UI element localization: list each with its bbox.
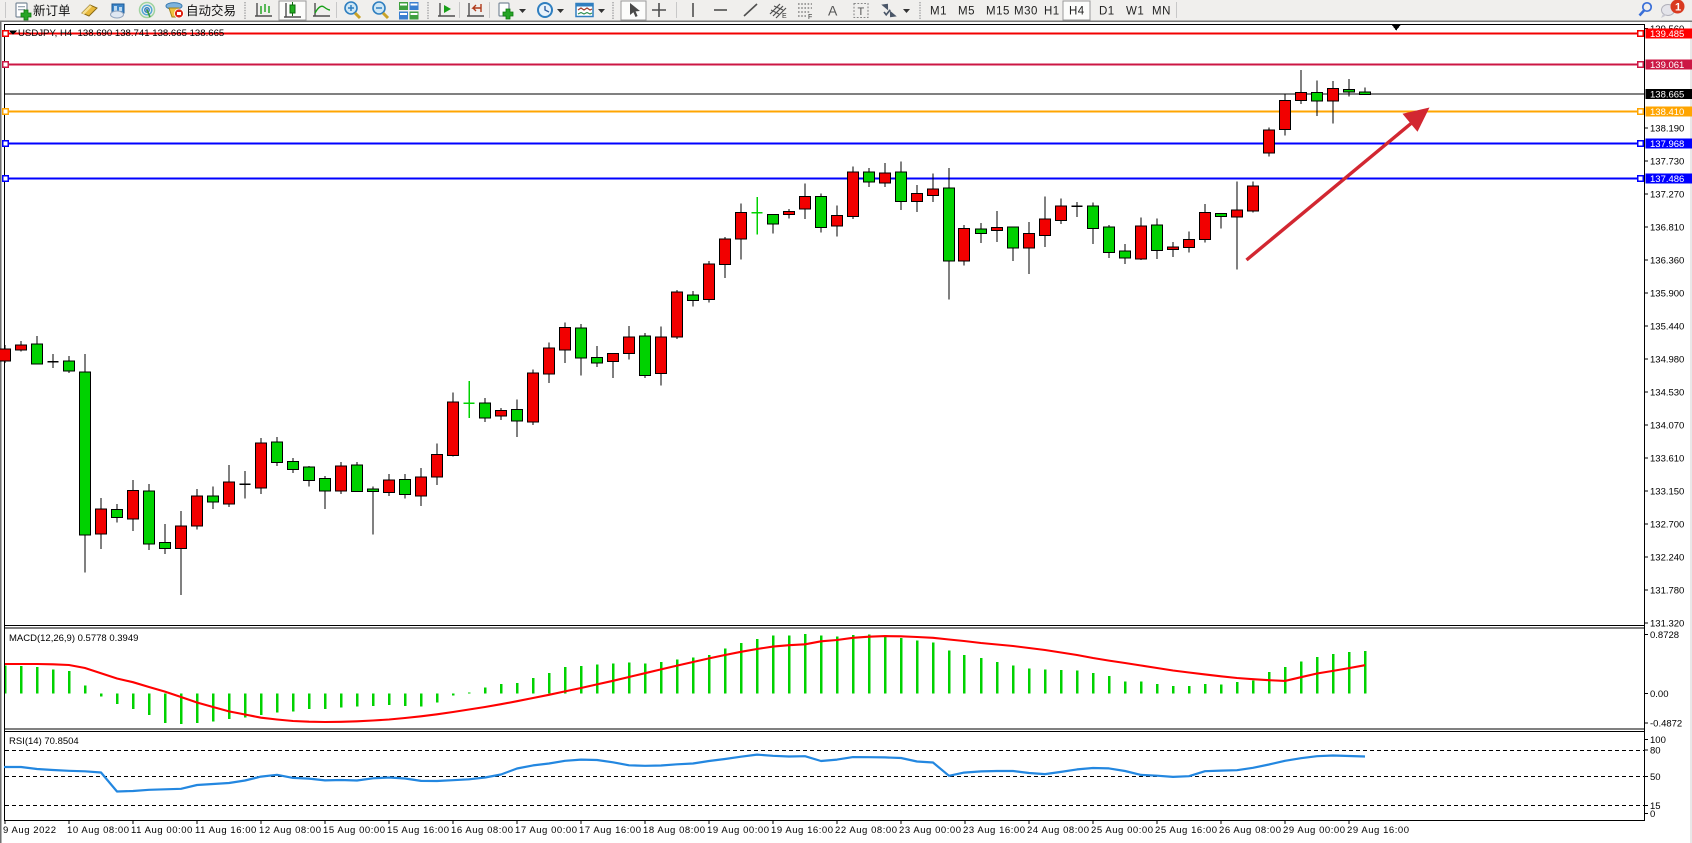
svg-text:1: 1 bbox=[1675, 2, 1681, 14]
svg-text:W1: W1 bbox=[1126, 6, 1144, 18]
svg-text:15: 15 bbox=[1650, 801, 1661, 812]
svg-text:136.810: 136.810 bbox=[1650, 223, 1684, 234]
svg-text:M30: M30 bbox=[1014, 6, 1038, 18]
svg-text:29 Aug 00:00: 29 Aug 00:00 bbox=[1283, 825, 1346, 836]
svg-text:138.190: 138.190 bbox=[1650, 124, 1684, 135]
svg-text:-0.4872: -0.4872 bbox=[1650, 719, 1682, 730]
svg-text:RSI(14) 70.8504: RSI(14) 70.8504 bbox=[9, 736, 79, 747]
svg-text:E: E bbox=[782, 13, 787, 20]
svg-text:M1: M1 bbox=[930, 6, 947, 18]
svg-text:137.730: 137.730 bbox=[1650, 157, 1684, 168]
svg-text:15 Aug 00:00: 15 Aug 00:00 bbox=[323, 825, 386, 836]
svg-text:0.8728: 0.8728 bbox=[1650, 630, 1679, 641]
svg-text:USDJPY, H4 138.690 138.741 13: USDJPY, H4 138.690 138.741 138.665 138.6… bbox=[18, 28, 224, 39]
svg-text:12 Aug 08:00: 12 Aug 08:00 bbox=[259, 825, 322, 836]
svg-text:132.240: 132.240 bbox=[1650, 553, 1684, 564]
svg-text:25 Aug 00:00: 25 Aug 00:00 bbox=[1091, 825, 1154, 836]
svg-text:25 Aug 16:00: 25 Aug 16:00 bbox=[1155, 825, 1218, 836]
svg-text:H1: H1 bbox=[1044, 6, 1060, 18]
svg-text:136.360: 136.360 bbox=[1650, 256, 1684, 267]
svg-text:135.900: 135.900 bbox=[1650, 289, 1684, 300]
svg-text:134.980: 134.980 bbox=[1650, 355, 1684, 366]
svg-text:133.610: 133.610 bbox=[1650, 454, 1684, 465]
svg-text:11 Aug 16:00: 11 Aug 16:00 bbox=[195, 825, 257, 836]
svg-text:22 Aug 08:00: 22 Aug 08:00 bbox=[835, 825, 898, 836]
svg-text:134.070: 134.070 bbox=[1650, 421, 1684, 432]
svg-text:0.00: 0.00 bbox=[1650, 689, 1669, 700]
svg-text:16 Aug 08:00: 16 Aug 08:00 bbox=[451, 825, 514, 836]
svg-text:MN: MN bbox=[1152, 6, 1171, 18]
svg-text:137.486: 137.486 bbox=[1650, 174, 1684, 185]
svg-text:9 Aug 2022: 9 Aug 2022 bbox=[3, 825, 57, 836]
svg-text:138.665: 138.665 bbox=[1650, 90, 1684, 101]
svg-text:23 Aug 16:00: 23 Aug 16:00 bbox=[963, 825, 1026, 836]
svg-text:15 Aug 16:00: 15 Aug 16:00 bbox=[387, 825, 450, 836]
svg-text:133.150: 133.150 bbox=[1650, 487, 1684, 498]
svg-text:F: F bbox=[808, 14, 812, 21]
svg-text:134.530: 134.530 bbox=[1650, 388, 1684, 399]
svg-text:137.270: 137.270 bbox=[1650, 190, 1684, 201]
svg-text:T: T bbox=[858, 6, 865, 18]
svg-text:138.410: 138.410 bbox=[1650, 107, 1684, 118]
svg-text:M15: M15 bbox=[986, 6, 1010, 18]
svg-text:50: 50 bbox=[1650, 772, 1661, 783]
svg-text:131.320: 131.320 bbox=[1650, 619, 1684, 630]
svg-text:MACD(12,26,9) 0.5778 0.3949: MACD(12,26,9) 0.5778 0.3949 bbox=[9, 633, 138, 644]
svg-text:18 Aug 08:00: 18 Aug 08:00 bbox=[643, 825, 706, 836]
svg-text:19 Aug 00:00: 19 Aug 00:00 bbox=[707, 825, 770, 836]
svg-text:10 Aug 08:00: 10 Aug 08:00 bbox=[67, 825, 130, 836]
svg-text:29 Aug 16:00: 29 Aug 16:00 bbox=[1347, 825, 1410, 836]
svg-text:0: 0 bbox=[1650, 809, 1655, 820]
svg-text:D1: D1 bbox=[1099, 6, 1115, 18]
svg-text:100: 100 bbox=[1650, 735, 1666, 746]
svg-text:23 Aug 00:00: 23 Aug 00:00 bbox=[899, 825, 962, 836]
svg-text:137.968: 137.968 bbox=[1650, 139, 1684, 150]
svg-text:26 Aug 08:00: 26 Aug 08:00 bbox=[1219, 825, 1282, 836]
svg-text:132.700: 132.700 bbox=[1650, 520, 1684, 531]
svg-text:17 Aug 00:00: 17 Aug 00:00 bbox=[515, 825, 578, 836]
svg-text:80: 80 bbox=[1650, 746, 1661, 757]
svg-text:新订单: 新订单 bbox=[33, 3, 71, 18]
svg-text:H4: H4 bbox=[1069, 6, 1085, 18]
svg-text:M5: M5 bbox=[958, 6, 975, 18]
svg-text:135.440: 135.440 bbox=[1650, 322, 1684, 333]
svg-text:139.061: 139.061 bbox=[1650, 60, 1684, 71]
svg-text:自动交易: 自动交易 bbox=[186, 3, 236, 18]
svg-text:17 Aug 16:00: 17 Aug 16:00 bbox=[579, 825, 642, 836]
svg-text:24 Aug 08:00: 24 Aug 08:00 bbox=[1027, 825, 1090, 836]
svg-text:139.485: 139.485 bbox=[1650, 29, 1684, 40]
svg-text:131.780: 131.780 bbox=[1650, 586, 1684, 597]
svg-text:11 Aug 00:00: 11 Aug 00:00 bbox=[131, 825, 193, 836]
svg-text:19 Aug 16:00: 19 Aug 16:00 bbox=[771, 825, 834, 836]
svg-text:A: A bbox=[828, 3, 838, 19]
